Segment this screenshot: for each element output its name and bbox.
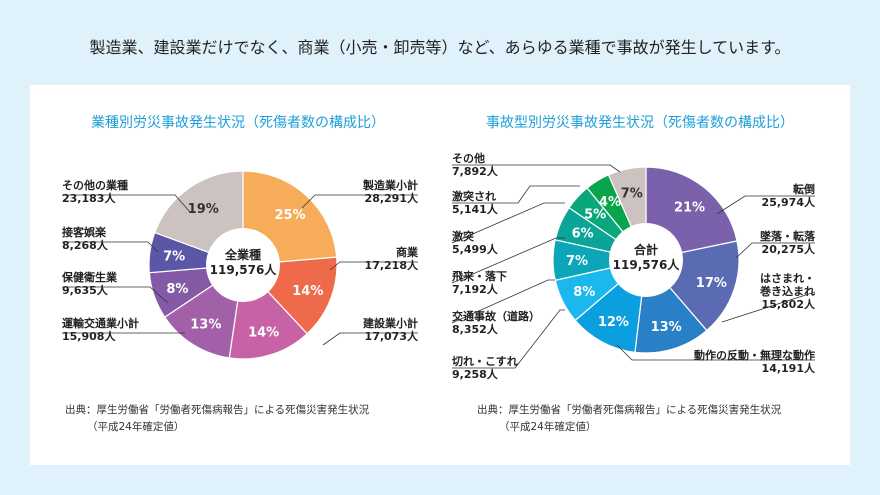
center-title: 全業種 (224, 248, 261, 262)
label-construction: 建設業小計 17,073人 (363, 317, 418, 343)
slice-percent-label: 4% (599, 195, 621, 210)
slice-percent-label: 7% (621, 186, 643, 201)
center-label-industry: 全業種 119,576人 (193, 248, 293, 278)
label-caught-in: はさまれ・巻き込まれ 15,802人 (760, 272, 815, 311)
slice-percent-label: 5% (584, 207, 606, 222)
label-transport: 運輸交通業小計 15,908人 (62, 317, 139, 343)
label-other-industry: その他の業種 23,183人 (62, 179, 128, 205)
center-label-accident: 合計 119,576人 (596, 243, 696, 273)
slice-percent-label: 8% (573, 285, 595, 300)
slice-percent-label: 13% (190, 318, 221, 333)
label-fall-from-height: 墜落・転落 20,275人 (760, 230, 815, 256)
label-commerce: 商業 17,218人 (364, 246, 418, 272)
label-falling-object: 飛来・落下 7,192人 (452, 270, 507, 296)
donut-hole (206, 228, 280, 302)
source-accident: 出典：厚生労働省「労働者死傷病報告」による死傷災害発生状況 （平成24年確定値） (477, 404, 782, 433)
center-value: 119,576人 (612, 258, 680, 272)
chart-title-accident-type: 事故型別労災事故発生状況（死傷者数の構成比） (486, 115, 794, 131)
headline: 製造業、建設業だけでなく、商業（小売・卸売等）など、あらゆる業種で事故が発生して… (89, 38, 791, 57)
slice-percent-label: 17% (696, 276, 727, 291)
source-industry: 出典：厚生労働省「労働者死傷病報告」による死傷災害発生状況 （平成24年確定値） (65, 404, 370, 433)
slice-percent-label: 7% (163, 250, 185, 265)
label-overexertion: 動作の反動・無理な動作 14,191人 (694, 349, 815, 375)
label-other: その他 7,892人 (452, 152, 498, 178)
label-manufacturing: 製造業小計 28,291人 (363, 179, 418, 205)
slice-percent-label: 21% (674, 200, 705, 215)
leader-lines (62, 164, 816, 369)
label-struck-by: 激突され 5,141人 (452, 190, 498, 216)
center-title: 合計 (633, 243, 658, 257)
pie-accident-type: 21%17%13%12%8%7%6%5%4%7% (552, 166, 740, 354)
label-cuts: 切れ・こすれ 9,258人 (452, 355, 518, 381)
label-collision: 激突 5,499人 (452, 230, 498, 256)
label-hospitality: 接客娯楽 8,268人 (62, 226, 108, 252)
slice-percent-label: 13% (651, 320, 682, 335)
pie-industry: 25% 14% 14% 13% 8% 7% 19% (148, 170, 338, 360)
slice-percent-label: 19% (188, 202, 219, 217)
slice-percent-label: 14% (248, 325, 279, 340)
label-health: 保健衛生業 9,635人 (62, 271, 117, 297)
center-value: 119,576人 (209, 263, 277, 277)
slice-percent-label: 25% (274, 208, 305, 223)
slice-percent-label: 12% (598, 315, 629, 330)
slice-percent-label: 6% (572, 227, 594, 242)
donut-hole (609, 223, 683, 297)
slice-percent-label: 7% (566, 254, 588, 269)
label-fall-over: 転倒 25,974人 (761, 183, 815, 209)
slice-percent-label: 14% (292, 284, 323, 299)
slice-percent-label: 8% (166, 282, 188, 297)
label-traffic: 交通事故（道路） 8,352人 (452, 310, 540, 336)
chart-title-industry: 業種別労災事故発生状況（死傷者数の構成比） (91, 115, 385, 131)
